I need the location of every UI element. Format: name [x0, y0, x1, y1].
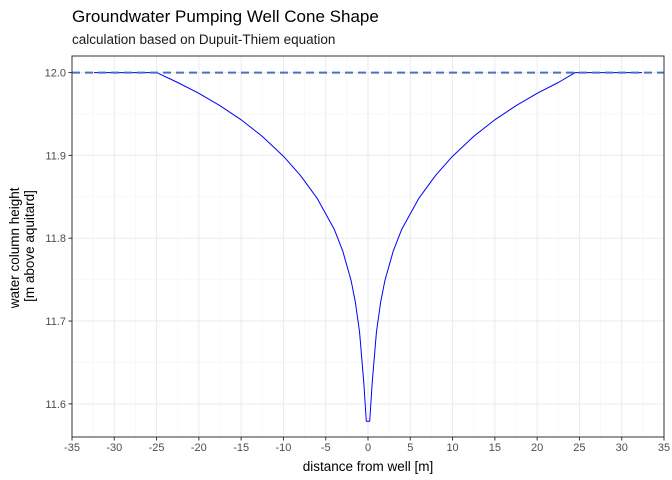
x-tick-label: 30	[616, 442, 628, 454]
x-tick-label: 5	[407, 442, 413, 454]
y-axis-ticks: 11.6 11.7 11.8 11.9 12.0	[45, 68, 72, 411]
y-tick-label: 11.6	[45, 399, 66, 411]
x-tick-label: 15	[489, 442, 501, 454]
x-tick-label: -5	[321, 442, 331, 454]
y-axis-title: water column height [m above aquitard]	[7, 184, 37, 310]
x-axis-title: distance from well [m]	[303, 459, 434, 474]
x-tick-label: -10	[275, 442, 291, 454]
x-tick-label: 20	[531, 442, 543, 454]
y-tick-label: 11.8	[45, 233, 66, 245]
x-axis-ticks: -35 -30 -25 -20 -15 -10 -5 0 5 10 15 20 25 30 35	[64, 437, 670, 454]
x-tick-label: 0	[365, 442, 371, 454]
y-tick-label: 11.9	[45, 150, 66, 162]
series-layer	[72, 71, 664, 422]
x-tick-label: -30	[106, 442, 122, 454]
x-tick-label: 10	[446, 442, 458, 454]
x-tick-label: -20	[191, 442, 207, 454]
cone-shape-curve	[93, 72, 643, 422]
y-axis-title-line-1: water column height	[7, 187, 22, 309]
y-tick-label: 11.7	[45, 316, 66, 328]
x-tick-label: 25	[573, 442, 585, 454]
y-axis-title-line-2: [m above aquitard]	[22, 190, 37, 302]
y-tick-label: 12.0	[45, 68, 66, 80]
chart-subtitle: calculation based on Dupuit-Thiem equati…	[72, 32, 336, 47]
x-tick-label: -15	[233, 442, 249, 454]
x-tick-label: -35	[64, 442, 80, 454]
x-tick-label: 35	[658, 442, 670, 454]
x-tick-label: -25	[149, 442, 165, 454]
chart-title: Groundwater Pumping Well Cone Shape	[72, 7, 379, 26]
